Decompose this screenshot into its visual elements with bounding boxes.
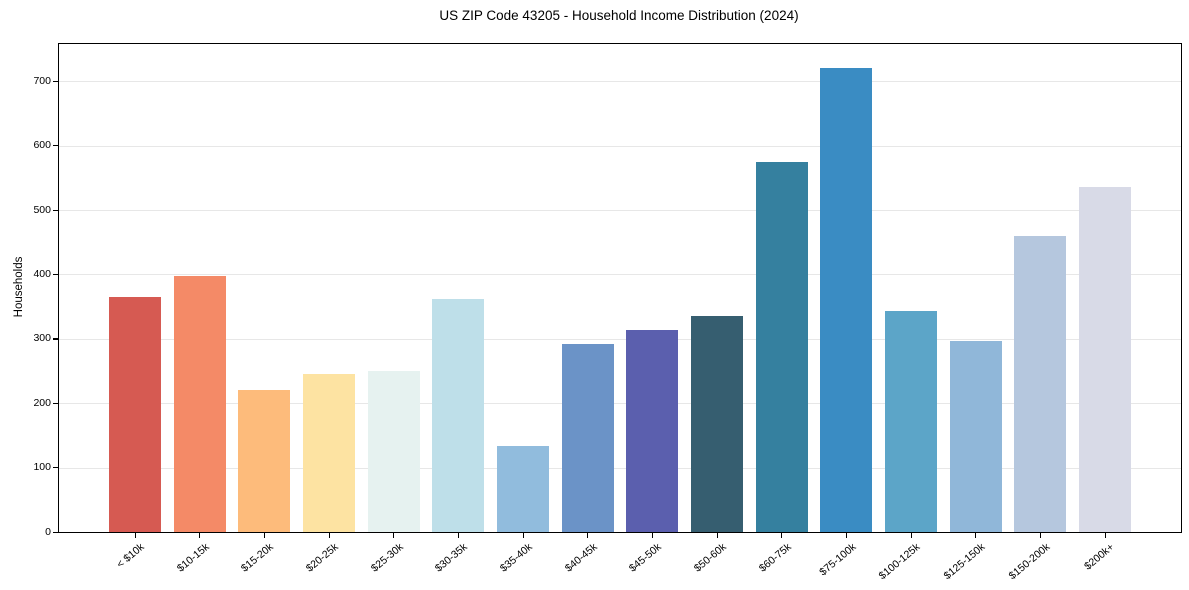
x-tick-mark: [781, 533, 783, 538]
bar: [885, 311, 937, 532]
x-tick-label-text: $200k+: [1082, 541, 1117, 573]
y-axis-label: Households: [13, 256, 25, 318]
gridline: [59, 210, 1181, 212]
x-tick-mark: [1039, 533, 1042, 538]
bar: [238, 390, 291, 532]
bar: [691, 315, 743, 532]
x-tick-label-text: $60-75k: [756, 541, 794, 575]
bar: [109, 297, 161, 532]
bar: [367, 371, 420, 532]
x-tick-label-text: $100-125k: [876, 541, 923, 583]
y-tick-label: 100: [33, 461, 51, 474]
y-tick-mark: [53, 402, 58, 404]
x-tick-label-text: $20-25k: [303, 541, 341, 575]
bar: [173, 276, 226, 532]
bar: [820, 68, 873, 532]
x-tick-label-text: $25-30k: [368, 541, 406, 575]
x-tick-label-text: < $10k: [114, 541, 147, 571]
x-tick-label-text: $75-100k: [816, 541, 859, 579]
x-tick-mark: [393, 533, 395, 538]
y-tick-mark: [53, 338, 58, 340]
x-tick-mark: [199, 533, 201, 538]
x-tick-label-text: $45-50k: [627, 541, 665, 575]
x-tick-mark: [587, 533, 589, 538]
y-tick-label: 600: [33, 139, 51, 152]
x-tick-mark: [457, 533, 460, 538]
x-tick-label-text: $15-20k: [239, 541, 277, 575]
x-tick-mark: [328, 533, 330, 538]
x-tick-mark: [716, 533, 718, 538]
y-tick-label: 500: [33, 203, 51, 216]
gridline: [59, 338, 1181, 340]
y-tick-mark: [53, 531, 58, 533]
bar: [561, 344, 614, 532]
y-tick-mark: [53, 80, 58, 83]
x-tick-label-text: $10-15k: [174, 541, 212, 575]
gridline: [59, 145, 1181, 147]
bar: [626, 329, 679, 532]
x-tick-mark: [1104, 533, 1106, 538]
y-tick-label: 0: [45, 525, 51, 538]
y-tick-label: 400: [33, 267, 51, 280]
y-tick-mark: [53, 467, 58, 469]
y-tick-mark: [53, 145, 58, 147]
gridline: [59, 403, 1181, 405]
x-tick-mark: [263, 533, 266, 538]
bar: [1079, 186, 1131, 532]
plot-area: 0 100 200 300 400 500 600 700 < $10k $10-15k $15-2…: [33, 43, 1182, 582]
y-tick-label: 200: [33, 396, 51, 409]
x-tick-mark: [910, 533, 912, 538]
x-tick-mark: [845, 533, 848, 538]
bar: [1014, 236, 1067, 532]
chart-title: US ZIP Code 43205 - Household Income Dis…: [439, 8, 799, 23]
y-tick-mark: [53, 273, 58, 276]
gridline: [59, 81, 1181, 83]
gridline: [59, 467, 1181, 469]
y-tick-label: 700: [33, 74, 51, 87]
gridline: [59, 274, 1181, 276]
x-tick-label-text: $50-60k: [691, 541, 729, 575]
x-tick-mark: [134, 533, 136, 538]
y-tick-mark: [53, 209, 58, 211]
bar: [949, 341, 1002, 532]
bar: [432, 298, 485, 532]
x-tick-label-text: $35-40k: [497, 541, 535, 575]
x-tick-mark: [651, 533, 654, 538]
x-tick-label-text: $125-150k: [941, 541, 988, 583]
x-tick-mark: [975, 533, 977, 538]
bar: [497, 445, 549, 532]
x-tick-label-text: $150-200k: [1006, 541, 1053, 583]
y-tick-label: 300: [33, 332, 51, 345]
bar: [303, 374, 355, 532]
x-tick-label-text: $40-45k: [562, 541, 600, 575]
bar: [755, 161, 808, 532]
x-tick-label-text: $30-35k: [433, 541, 471, 575]
x-tick-mark: [522, 533, 524, 538]
